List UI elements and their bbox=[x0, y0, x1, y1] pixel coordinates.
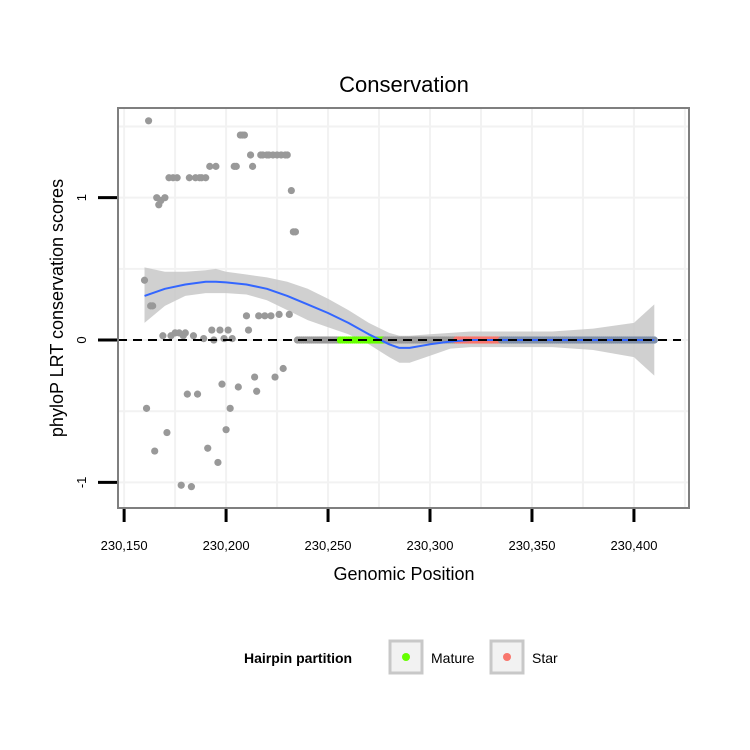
data-point bbox=[202, 174, 210, 182]
x-tick-label: 230,150 bbox=[101, 538, 148, 553]
data-point bbox=[285, 310, 293, 319]
x-tick-label: 230,200 bbox=[203, 538, 250, 553]
data-point bbox=[189, 332, 198, 340]
x-tick-label: 230,400 bbox=[610, 538, 657, 553]
grid-lines bbox=[118, 108, 689, 508]
data-point bbox=[251, 373, 259, 381]
y-axis-title: phyloP LRT conservation scores bbox=[47, 179, 67, 437]
data-point bbox=[185, 174, 193, 182]
axes: 230,150 230,200 230,250 230,300 230,350 230,4… bbox=[74, 194, 657, 553]
data-point bbox=[248, 162, 257, 170]
legend-label-mature: Mature bbox=[431, 650, 475, 666]
data-point bbox=[151, 447, 159, 455]
x-tick-label: 230,300 bbox=[407, 538, 454, 553]
panel-border bbox=[117, 107, 690, 509]
data-points-layer bbox=[140, 117, 658, 491]
smooth-line-layer bbox=[118, 280, 681, 349]
confidence-ribbon bbox=[144, 267, 655, 376]
data-point bbox=[204, 444, 212, 452]
data-point bbox=[159, 332, 167, 340]
data-point bbox=[240, 131, 249, 139]
data-point bbox=[163, 428, 171, 437]
y-tick-label: 1 bbox=[74, 194, 89, 201]
data-point bbox=[173, 174, 181, 182]
confidence-ribbon-layer bbox=[144, 267, 655, 376]
data-point bbox=[267, 312, 275, 320]
data-point bbox=[246, 151, 255, 159]
data-point bbox=[206, 162, 214, 170]
legend: Hairpin partition Mature Star bbox=[244, 639, 558, 675]
data-point-flat bbox=[650, 336, 658, 344]
data-point bbox=[271, 373, 279, 381]
data-point bbox=[212, 162, 220, 170]
data-point bbox=[208, 326, 216, 334]
chart-title: Conservation bbox=[339, 72, 469, 97]
data-point bbox=[222, 426, 230, 434]
data-point bbox=[181, 329, 189, 337]
data-point bbox=[244, 326, 253, 334]
data-point bbox=[224, 326, 232, 334]
legend-dot-mature bbox=[402, 653, 410, 661]
data-point bbox=[183, 390, 191, 398]
data-point bbox=[279, 364, 287, 373]
data-point bbox=[216, 326, 224, 334]
data-point bbox=[242, 312, 251, 320]
data-point bbox=[214, 458, 222, 467]
x-tick-label: 230,250 bbox=[305, 538, 352, 553]
data-point bbox=[234, 383, 242, 391]
data-point bbox=[261, 312, 269, 320]
x-tick-label: 230,350 bbox=[508, 538, 555, 553]
legend-dot-star bbox=[503, 653, 511, 661]
legend-title: Hairpin partition bbox=[244, 650, 352, 666]
x-axis-title: Genomic Position bbox=[333, 564, 474, 584]
data-point bbox=[228, 335, 236, 343]
data-point bbox=[218, 380, 226, 388]
data-point bbox=[187, 483, 196, 491]
data-point bbox=[232, 162, 240, 170]
data-point bbox=[161, 194, 169, 202]
y-tick-label: -1 bbox=[74, 477, 89, 489]
data-point bbox=[291, 228, 300, 236]
data-point bbox=[283, 151, 291, 159]
smooth-line bbox=[144, 280, 655, 349]
data-point bbox=[200, 335, 208, 343]
data-point bbox=[220, 335, 228, 343]
data-point bbox=[149, 302, 157, 310]
data-point bbox=[144, 117, 153, 125]
legend-label-star: Star bbox=[532, 650, 558, 666]
y-tick-label: 0 bbox=[74, 336, 89, 343]
data-point bbox=[140, 276, 149, 284]
data-point bbox=[193, 390, 202, 398]
data-point bbox=[255, 312, 263, 320]
data-point bbox=[177, 481, 185, 489]
data-point bbox=[275, 310, 283, 319]
data-point bbox=[253, 387, 261, 395]
data-point bbox=[142, 404, 151, 412]
data-point bbox=[226, 404, 234, 412]
data-point bbox=[287, 186, 295, 195]
